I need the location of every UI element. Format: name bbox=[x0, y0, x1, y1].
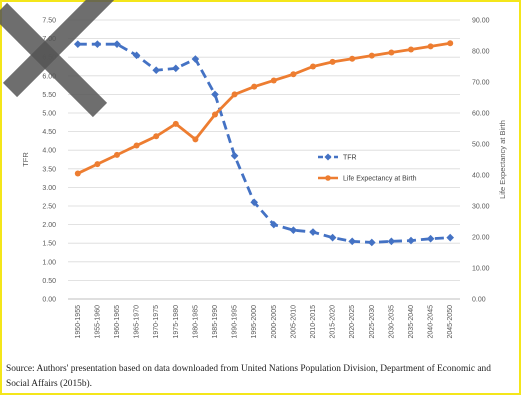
y-left-tick-label: 4.50 bbox=[42, 129, 56, 136]
x-tick-label: 2010-2015 bbox=[310, 305, 317, 339]
y-left-tick-label: 6.00 bbox=[42, 73, 56, 80]
y-left-tick-label: 1.00 bbox=[42, 259, 56, 266]
y-left-tick-label: 3.00 bbox=[42, 185, 56, 192]
x-tick-label: 2035-2040 bbox=[408, 305, 415, 339]
point-life-expectancy bbox=[427, 43, 434, 50]
x-tick-label: 2040-2045 bbox=[428, 305, 435, 339]
legend-label: Life Expectancy at Birth bbox=[343, 176, 417, 183]
y-left-tick-label: 0.50 bbox=[42, 278, 56, 285]
y-right-tick-label: 40.00 bbox=[472, 173, 490, 180]
point-tfr bbox=[387, 237, 396, 246]
point-life-expectancy bbox=[212, 111, 218, 118]
x-tick-label: 2015-2020 bbox=[330, 305, 337, 339]
x-tick-label: 1955-1960 bbox=[94, 305, 101, 339]
y-right-tick-label: 20.00 bbox=[472, 235, 490, 242]
x-tick-label: 2030-2035 bbox=[388, 305, 395, 339]
y-right-tick-label: 90.00 bbox=[472, 18, 490, 25]
x-tick-label: 2045-2050 bbox=[447, 305, 454, 339]
point-life-expectancy bbox=[310, 63, 316, 70]
x-tick-label: 1960-1965 bbox=[114, 305, 121, 339]
y-left-tick-label: 4.00 bbox=[42, 148, 56, 155]
point-life-expectancy bbox=[94, 161, 101, 168]
x-tick-label: 1965-1970 bbox=[134, 305, 141, 339]
point-tfr bbox=[93, 40, 102, 48]
y-left-axis-title: TFR bbox=[21, 152, 30, 167]
point-tfr bbox=[211, 90, 219, 99]
y-left-tick-label: 0.00 bbox=[42, 297, 56, 304]
y-right-tick-label: 10.00 bbox=[472, 266, 490, 273]
series-line-life-expectancy bbox=[77, 41, 451, 175]
line-chart: 0.00 0.50 1.00 1.50 2.00 2.50 3.00 3.50 4.00 4.50… bbox=[21, 18, 507, 339]
point-life-expectancy bbox=[192, 136, 199, 143]
legend-label: TFR bbox=[343, 155, 357, 162]
y-right-axis-title: Life Expectancy at Birth bbox=[498, 120, 507, 199]
point-tfr bbox=[446, 233, 455, 242]
y-right-tick-label: 80.00 bbox=[472, 49, 490, 56]
point-life-expectancy bbox=[388, 49, 395, 56]
y-left-tick-label: 6.50 bbox=[42, 55, 56, 62]
y-left-tick-label: 2.00 bbox=[42, 222, 56, 229]
point-tfr bbox=[289, 226, 298, 234]
x-tick-label: 2000-2005 bbox=[271, 305, 278, 339]
y-right-tick-label: 0.00 bbox=[472, 297, 486, 304]
legend-swatch-marker bbox=[324, 153, 332, 161]
point-life-expectancy bbox=[329, 58, 336, 65]
point-life-expectancy bbox=[114, 151, 120, 158]
point-life-expectancy bbox=[74, 170, 81, 177]
y-right-tick-label: 70.00 bbox=[472, 80, 490, 87]
point-tfr bbox=[367, 238, 376, 247]
point-tfr bbox=[230, 151, 239, 160]
point-life-expectancy bbox=[153, 133, 160, 140]
y-left-tick-label: 1.50 bbox=[42, 241, 56, 248]
x-tick-label: 1970-1975 bbox=[153, 305, 160, 339]
y-left-tick-label: 7.50 bbox=[42, 18, 56, 25]
point-life-expectancy bbox=[349, 55, 356, 62]
point-tfr bbox=[426, 234, 435, 243]
point-life-expectancy bbox=[447, 40, 454, 47]
point-tfr bbox=[328, 233, 337, 242]
point-tfr bbox=[73, 40, 82, 48]
point-life-expectancy bbox=[368, 52, 375, 59]
y-right-tick-label: 30.00 bbox=[472, 204, 490, 211]
x-tick-label: 1980-1985 bbox=[192, 305, 199, 339]
y-left-tick-label: 2.50 bbox=[42, 204, 56, 211]
x-tick-label: 1995-2000 bbox=[251, 305, 258, 339]
point-tfr bbox=[309, 228, 317, 236]
point-life-expectancy bbox=[270, 77, 277, 84]
x-tick-label: 1990-1995 bbox=[232, 305, 239, 339]
y-left-tick-label: 3.50 bbox=[42, 166, 56, 173]
x-tick-label: 2020-2025 bbox=[349, 305, 356, 339]
point-life-expectancy bbox=[251, 83, 258, 90]
x-tick-label: 1975-1980 bbox=[173, 305, 180, 339]
y-left-tick-label: 7.00 bbox=[42, 36, 56, 43]
point-tfr bbox=[113, 40, 121, 48]
source-note: Source: Authors' presentation based on d… bbox=[6, 364, 491, 389]
y-left-tick-label: 5.50 bbox=[42, 92, 56, 99]
x-tick-label: 2005-2010 bbox=[290, 305, 297, 339]
point-tfr bbox=[348, 237, 357, 246]
point-life-expectancy bbox=[290, 71, 297, 78]
x-tick-label: 1950-1955 bbox=[75, 305, 82, 339]
legend-swatch-marker bbox=[325, 175, 331, 181]
y-left-tick-label: 5.00 bbox=[42, 111, 56, 118]
y-right-tick-label: 60.00 bbox=[472, 111, 490, 118]
point-life-expectancy bbox=[408, 46, 414, 53]
point-life-expectancy bbox=[172, 120, 179, 127]
point-tfr bbox=[132, 51, 141, 60]
x-tick-label: 2025-2030 bbox=[369, 305, 376, 339]
point-tfr bbox=[171, 64, 180, 73]
point-life-expectancy bbox=[231, 91, 238, 98]
y-right-tick-label: 50.00 bbox=[472, 142, 490, 149]
point-life-expectancy bbox=[133, 142, 140, 149]
point-tfr bbox=[152, 66, 161, 75]
x-tick-label: 1985-1990 bbox=[212, 305, 219, 339]
series-line-tfr bbox=[77, 42, 451, 244]
